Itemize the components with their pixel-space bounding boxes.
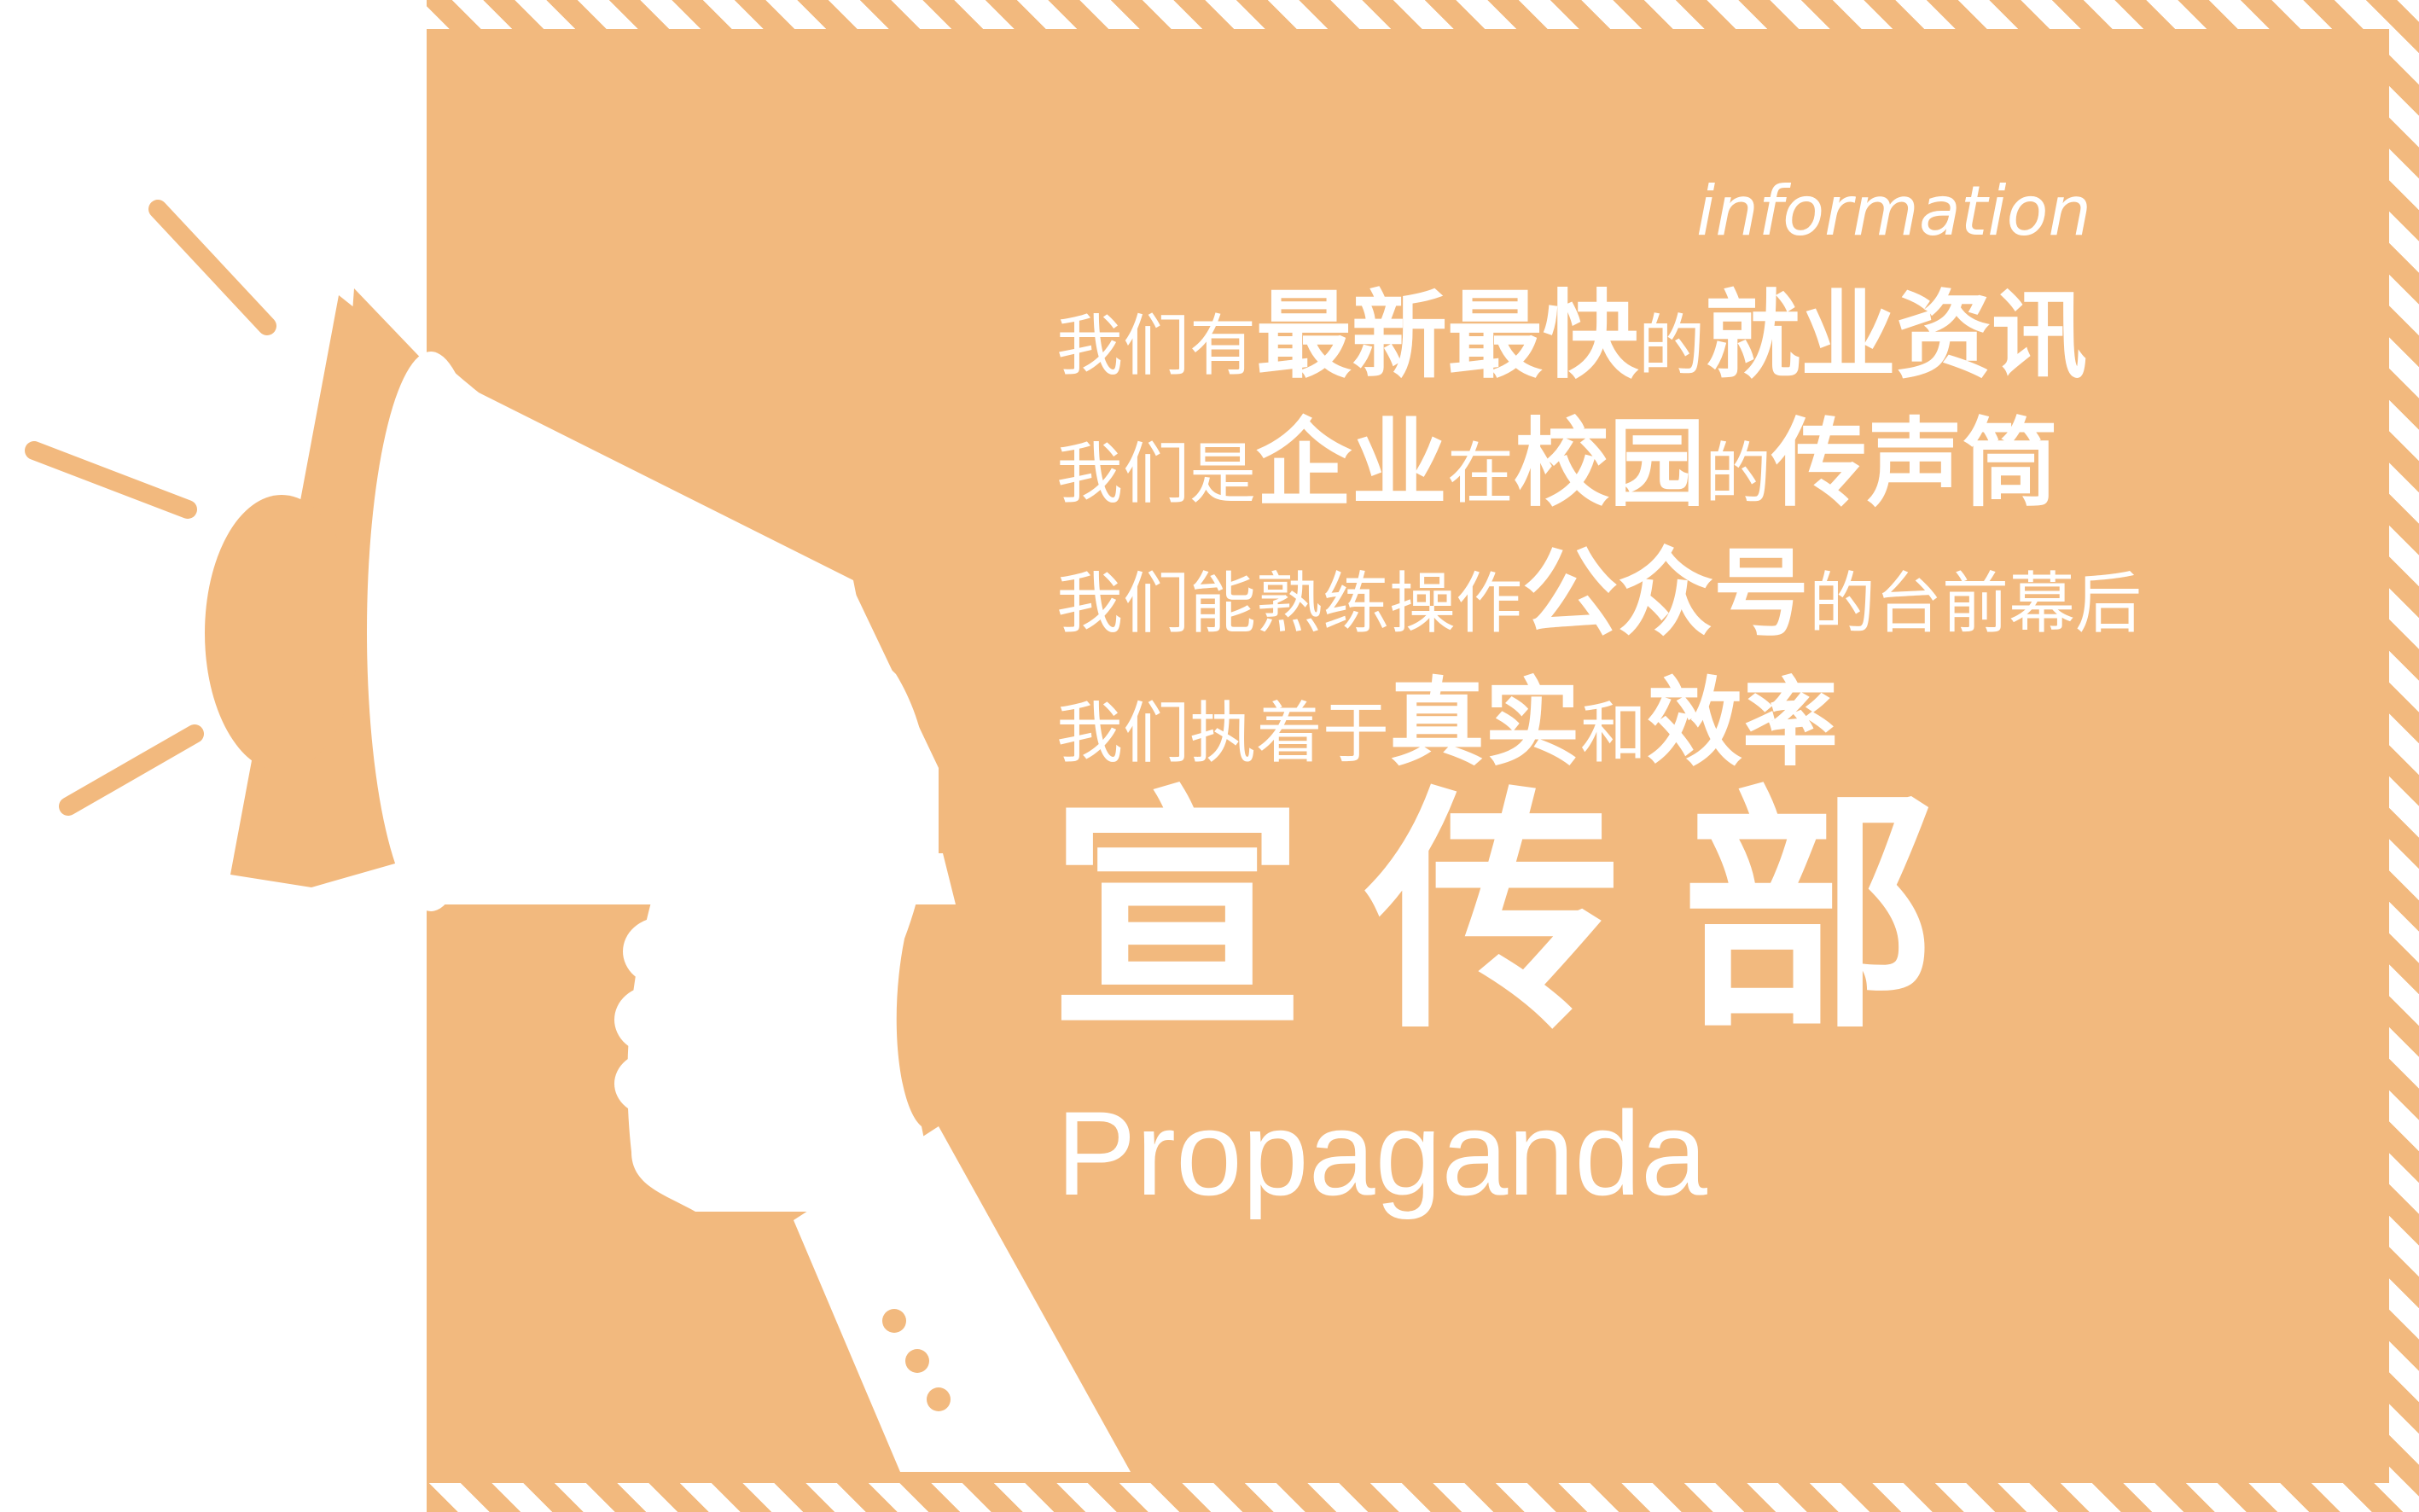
slogan-line-2: 我们是企业在校园的传声筒	[1056, 416, 2058, 512]
slogan-line-3-part-1: 我们能熟练操作	[1056, 566, 1523, 643]
hand-icon	[614, 594, 1131, 1472]
slogan-line-2-part-1: 我们是	[1056, 436, 1257, 513]
slogan-line-1-part-2: 最新最快	[1256, 281, 1639, 392]
slogan-line-4-part-2: 真实	[1389, 668, 1581, 779]
slogan-line-1-part-4: 就业资讯	[1705, 281, 2088, 392]
slogan-line-2-part-4: 校园	[1514, 409, 1706, 520]
information-label: information	[1696, 172, 2092, 251]
slogan-line-4-part-3: 和	[1580, 695, 1648, 772]
sound-wave-icon	[25, 200, 276, 816]
slogan-line-3-part-2: 公众号	[1522, 538, 1810, 649]
slogan-line-1: 我们有最新最快的就业资讯	[1056, 288, 2087, 384]
slogan-line-2-part-2: 企业	[1256, 409, 1448, 520]
department-subtitle: Propaganda	[1056, 1086, 1707, 1220]
slogan-line-4: 我们执着于真实和效率	[1056, 676, 1838, 771]
slogan-line-2-part-5: 的	[1705, 436, 1772, 513]
slogan-line-4-part-4: 效率	[1647, 668, 1839, 779]
slogan-line-4-part-1: 我们执着于	[1056, 695, 1390, 772]
department-title: 宣传部	[1050, 765, 1997, 1063]
slogan-line-1-part-3: 的	[1638, 308, 1706, 385]
slogan-line-2-part-6: 传声筒	[1771, 409, 2059, 520]
slogan-line-3: 我们能熟练操作公众号的台前幕后	[1056, 546, 2142, 642]
slogan-line-3-part-3: 的台前幕后	[1809, 566, 2143, 643]
slogan-line-2-part-3: 在	[1447, 436, 1515, 513]
slogan-line-1-part-1: 我们有	[1056, 308, 1257, 385]
